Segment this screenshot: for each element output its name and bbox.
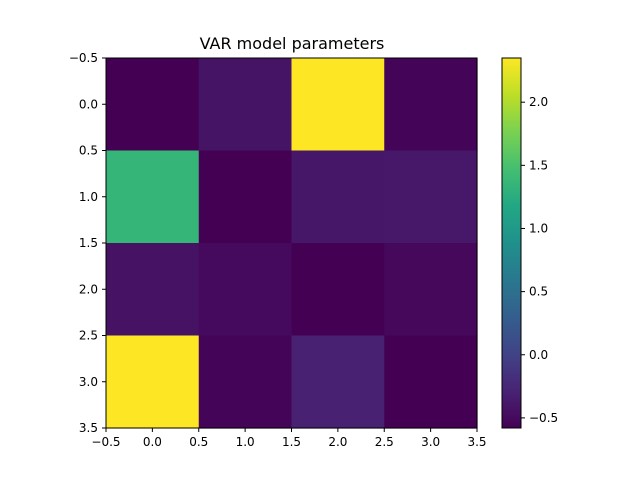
- colorbar-tick-label: 1.0: [529, 221, 548, 235]
- x-tick-label: 1.5: [282, 435, 301, 449]
- heatmap-cell-r1-c3: [384, 150, 478, 244]
- heatmap-cell-r2-c3: [384, 243, 478, 337]
- heatmap-cell-r0-c2: [291, 58, 385, 152]
- x-tick-label: 0.5: [189, 435, 208, 449]
- x-tick-label: 0.0: [143, 435, 162, 449]
- x-tick-label: 1.0: [236, 435, 255, 449]
- chart-title: VAR model parameters: [200, 34, 385, 53]
- x-tick-label: 3.0: [421, 435, 440, 449]
- y-tick-label: −0.5: [69, 51, 98, 65]
- x-tick-label: −0.5: [91, 435, 120, 449]
- y-axis: −0.5 0.0 0.5 1.0 1.5 2.0 2.5 3.0 3.5: [69, 51, 106, 435]
- heatmap-cell-r1-c1: [198, 150, 293, 244]
- x-tick-label: 2.0: [328, 435, 347, 449]
- colorbar: −0.5 0.0 0.5 1.0 1.5 2.0: [501, 57, 558, 429]
- y-tick-label: 2.0: [79, 282, 98, 296]
- y-tick-label: 2.5: [79, 329, 98, 343]
- y-tick-label: 3.5: [79, 421, 98, 435]
- colorbar-tick-label: 1.5: [529, 158, 548, 172]
- colorbar-tick-label: 2.0: [529, 95, 548, 109]
- heatmap-cell-r3-c2: [291, 335, 385, 429]
- y-tick-label: 3.0: [79, 375, 98, 389]
- heatmap-cell-r2-c2: [291, 243, 385, 337]
- heatmap-cell-r0-c1: [198, 58, 293, 152]
- heatmap-cell-r1-c0: [106, 150, 200, 244]
- colorbar-tick-label: 0.0: [529, 348, 548, 362]
- heatmap-cells: [106, 58, 478, 429]
- y-tick-label: 1.0: [79, 190, 98, 204]
- heatmap-cell-r3-c1: [198, 335, 293, 429]
- x-axis: −0.5 0.0 0.5 1.0 1.5 2.0 2.5 3.0 3.5: [91, 428, 487, 449]
- y-tick-label: 0.5: [79, 144, 98, 158]
- heatmap-cell-r0-c3: [384, 58, 478, 152]
- colorbar-tick-label: 0.5: [529, 285, 548, 299]
- colorbar-frame: [501, 57, 522, 429]
- y-tick-label: 1.5: [79, 236, 98, 250]
- x-tick-label: 2.5: [375, 435, 394, 449]
- heatmap-cell-r3-c3: [384, 335, 478, 429]
- heatmap-cell-r3-c0: [106, 335, 200, 429]
- heatmap-cell-r2-c1: [198, 243, 293, 337]
- heatmap-cell-r0-c0: [106, 58, 200, 152]
- x-tick-label: 3.5: [467, 435, 486, 449]
- colorbar-tick-label: −0.5: [529, 411, 558, 425]
- colorbar-gradient: [502, 58, 521, 428]
- heatmap-cell-r2-c0: [106, 243, 200, 337]
- heatmap-cell-r1-c2: [291, 150, 385, 244]
- y-tick-label: 0.0: [79, 97, 98, 111]
